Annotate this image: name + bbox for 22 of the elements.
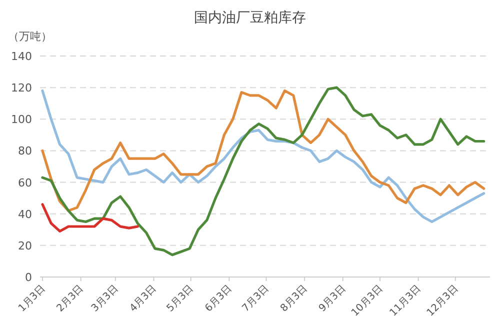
x-tick-label: 4月3日: [128, 283, 159, 314]
x-tick-label: 7月3日: [240, 283, 272, 314]
x-tick-label: 5月3日: [165, 283, 196, 314]
x-tick-label: 1月3日: [16, 283, 48, 314]
chart-title: 国内油厂豆粕库存: [194, 10, 306, 26]
y-tick-label: 80: [18, 144, 32, 158]
x-tick-label: 9月3日: [317, 283, 348, 314]
y-tick-label: 100: [11, 113, 32, 126]
y-axis-title: （万吨）: [8, 30, 52, 43]
y-tick-label: 120: [11, 82, 32, 95]
x-tick-label: 8月3日: [278, 283, 310, 314]
x-tick-label: 2月3日: [54, 283, 86, 314]
y-tick-label: 140: [11, 50, 32, 63]
x-tick-label: 3月3日: [90, 283, 121, 314]
x-tick-label: 12月3日: [425, 283, 461, 319]
y-tick-label: 60: [18, 176, 32, 190]
y-tick-label: 0: [25, 271, 32, 284]
x-tick-label: 10月3日: [350, 283, 386, 319]
x-tick-label: 6月3日: [203, 283, 234, 314]
x-tick-label: 11月3日: [388, 283, 424, 319]
y-tick-label: 20: [18, 239, 32, 252]
y-tick-label: 40: [18, 208, 32, 221]
